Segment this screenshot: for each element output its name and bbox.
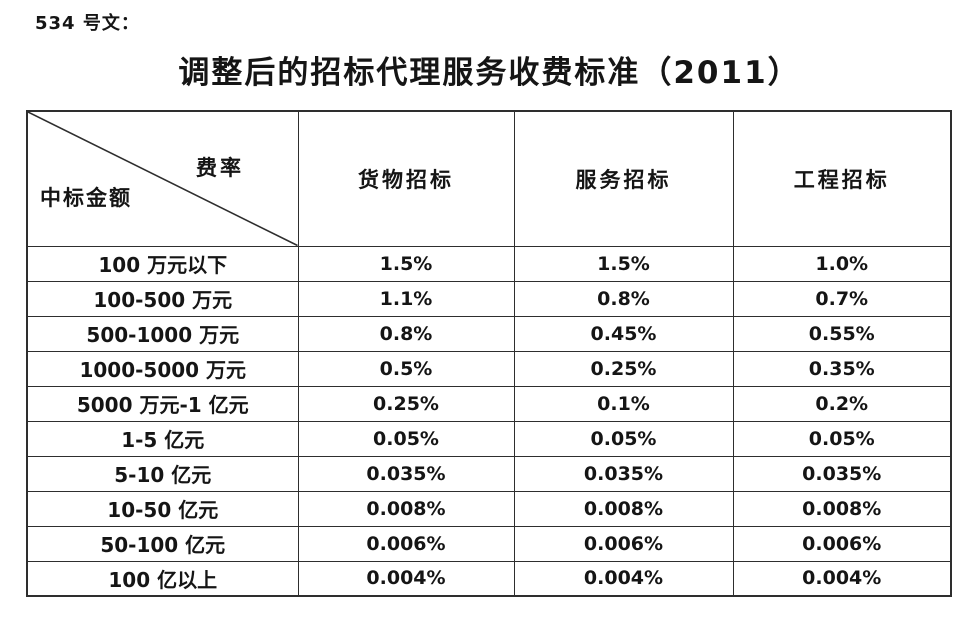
amount-range-cell: 500-1000 万元 bbox=[26, 315, 299, 352]
header-row: 费率 中标金额 货物招标 服务招标 工程招标 bbox=[26, 110, 952, 247]
goods-rate-cell: 0.8% bbox=[297, 315, 515, 352]
service-rate-cell: 0.25% bbox=[513, 350, 734, 387]
table-row: 500-1000 万元 0.8% 0.45% 0.55% bbox=[26, 315, 952, 352]
service-rate-cell: 0.8% bbox=[513, 280, 734, 317]
service-rate-cell: 1.5% bbox=[513, 245, 734, 282]
engineering-rate-cell: 0.05% bbox=[732, 420, 952, 457]
table-row: 100-500 万元 1.1% 0.8% 0.7% bbox=[26, 280, 952, 317]
engineering-rate-cell: 0.35% bbox=[732, 350, 952, 387]
engineering-rate-cell: 0.7% bbox=[732, 280, 952, 317]
column-header-engineering-bidding: 工程招标 bbox=[732, 110, 952, 247]
fee-table-body: 100 万元以下 1.5% 1.5% 1.0% 100-500 万元 1.1% … bbox=[26, 245, 952, 597]
table-row: 100 亿以上 0.004% 0.004% 0.004% bbox=[26, 560, 952, 597]
doc-number: 534 号文： bbox=[35, 13, 140, 34]
fee-table: 费率 中标金额 货物招标 服务招标 工程招标 100 万元以下 1.5% 1.5… bbox=[26, 110, 952, 597]
column-header-goods-bidding: 货物招标 bbox=[297, 110, 515, 247]
amount-range-cell: 5-10 亿元 bbox=[26, 455, 299, 492]
table-row: 1-5 亿元 0.05% 0.05% 0.05% bbox=[26, 420, 952, 457]
amount-range-cell: 5000 万元-1 亿元 bbox=[26, 385, 299, 422]
service-rate-cell: 0.45% bbox=[513, 315, 734, 352]
goods-rate-cell: 0.004% bbox=[297, 560, 515, 597]
column-header-service-bidding: 服务招标 bbox=[513, 110, 734, 247]
amount-range-cell: 100 亿以上 bbox=[26, 560, 299, 597]
corner-label-amount: 中标金额 bbox=[40, 186, 132, 210]
table-row: 5000 万元-1 亿元 0.25% 0.1% 0.2% bbox=[26, 385, 952, 422]
service-rate-cell: 0.008% bbox=[513, 490, 734, 527]
page-title: 调整后的招标代理服务收费标准（2011） bbox=[178, 55, 801, 91]
amount-range-cell: 1000-5000 万元 bbox=[26, 350, 299, 387]
table-row: 5-10 亿元 0.035% 0.035% 0.035% bbox=[26, 455, 952, 492]
goods-rate-cell: 0.008% bbox=[297, 490, 515, 527]
service-rate-cell: 0.035% bbox=[513, 455, 734, 492]
service-rate-cell: 0.006% bbox=[513, 525, 734, 562]
engineering-rate-cell: 0.004% bbox=[732, 560, 952, 597]
table-row: 1000-5000 万元 0.5% 0.25% 0.35% bbox=[26, 350, 952, 387]
goods-rate-cell: 0.006% bbox=[297, 525, 515, 562]
amount-range-cell: 50-100 亿元 bbox=[26, 525, 299, 562]
table-row: 100 万元以下 1.5% 1.5% 1.0% bbox=[26, 245, 952, 282]
amount-range-cell: 100-500 万元 bbox=[26, 280, 299, 317]
engineering-rate-cell: 0.55% bbox=[732, 315, 952, 352]
table-row: 50-100 亿元 0.006% 0.006% 0.006% bbox=[26, 525, 952, 562]
goods-rate-cell: 0.5% bbox=[297, 350, 515, 387]
service-rate-cell: 0.05% bbox=[513, 420, 734, 457]
goods-rate-cell: 1.5% bbox=[297, 245, 515, 282]
amount-range-cell: 100 万元以下 bbox=[26, 245, 299, 282]
goods-rate-cell: 1.1% bbox=[297, 280, 515, 317]
amount-range-cell: 1-5 亿元 bbox=[26, 420, 299, 457]
table-row: 10-50 亿元 0.008% 0.008% 0.008% bbox=[26, 490, 952, 527]
goods-rate-cell: 0.25% bbox=[297, 385, 515, 422]
service-rate-cell: 0.1% bbox=[513, 385, 734, 422]
corner-label-rate: 费率 bbox=[196, 156, 244, 180]
engineering-rate-cell: 0.006% bbox=[732, 525, 952, 562]
engineering-rate-cell: 0.2% bbox=[732, 385, 952, 422]
engineering-rate-cell: 0.008% bbox=[732, 490, 952, 527]
diagonal-divider-icon bbox=[28, 112, 297, 245]
amount-range-cell: 10-50 亿元 bbox=[26, 490, 299, 527]
engineering-rate-cell: 0.035% bbox=[732, 455, 952, 492]
goods-rate-cell: 0.035% bbox=[297, 455, 515, 492]
service-rate-cell: 0.004% bbox=[513, 560, 734, 597]
corner-header-cell: 费率 中标金额 bbox=[26, 110, 299, 247]
engineering-rate-cell: 1.0% bbox=[732, 245, 952, 282]
goods-rate-cell: 0.05% bbox=[297, 420, 515, 457]
